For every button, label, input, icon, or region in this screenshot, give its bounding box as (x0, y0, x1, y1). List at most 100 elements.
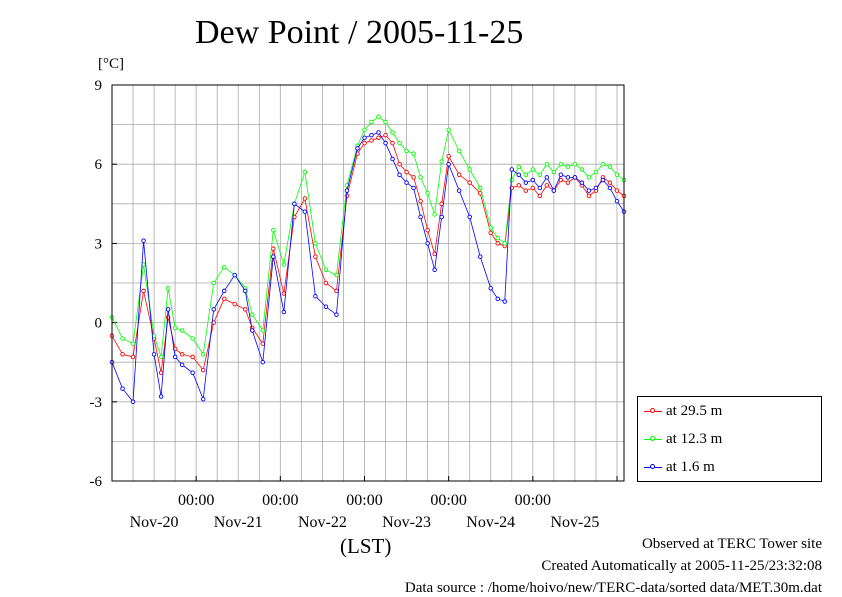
data-point (179, 362, 185, 368)
data-point (200, 367, 206, 373)
data-point (516, 164, 522, 170)
data-point (302, 196, 308, 201)
data-point (281, 262, 287, 267)
data-point (607, 180, 613, 185)
data-point (260, 328, 266, 333)
data-point (614, 188, 620, 193)
data-point (211, 280, 216, 286)
data-point (565, 164, 571, 170)
data-point (120, 336, 125, 341)
data-point (141, 288, 146, 294)
data-point (579, 167, 585, 172)
data-point (260, 341, 266, 346)
data-point (130, 354, 136, 360)
legend-item-12-3m: at 12.3 m (644, 429, 722, 449)
legend-item-1-6m: at 1.6 m (644, 457, 715, 477)
series-line-1 (111, 116, 625, 358)
data-point (488, 286, 493, 291)
data-point (334, 288, 339, 294)
data-point (516, 183, 522, 188)
data-point (593, 185, 599, 191)
data-point (558, 177, 564, 183)
data-point (302, 209, 308, 214)
data-point (551, 188, 557, 193)
data-point (418, 198, 423, 204)
data-point (456, 148, 462, 154)
data-point (439, 159, 444, 164)
data-point (432, 267, 437, 273)
x-tick-day-label: Nov-22 (298, 514, 347, 531)
data-point (425, 241, 430, 246)
data-point (467, 180, 472, 185)
data-point (544, 183, 550, 188)
data-point (179, 328, 185, 333)
data-point (502, 241, 508, 246)
data-point (523, 180, 529, 185)
data-point (411, 175, 416, 180)
data-point (537, 185, 543, 191)
x-tick-day-label: Nov-20 (130, 514, 179, 531)
y-tick-label: 6 (95, 157, 103, 173)
data-point (271, 246, 276, 251)
data-point (221, 264, 227, 270)
data-point (344, 188, 350, 193)
data-point (165, 307, 171, 312)
data-point (446, 154, 451, 159)
data-point (404, 169, 409, 175)
data-point (404, 180, 409, 185)
series-line-0 (111, 134, 625, 373)
data-point (323, 304, 329, 310)
data-point (446, 127, 451, 133)
data-point (530, 167, 536, 172)
data-point (190, 370, 195, 376)
data-point (565, 175, 571, 180)
data-point (418, 214, 423, 220)
data-point (313, 293, 318, 299)
y-tick-label: 3 (95, 236, 103, 252)
data-point (614, 172, 620, 178)
x-tick-time-label: 00:00 (430, 492, 466, 509)
data-point (376, 130, 381, 135)
data-point (614, 198, 620, 204)
data-point (586, 175, 592, 180)
data-point (495, 241, 501, 246)
data-point (151, 352, 157, 357)
data-point (243, 307, 248, 312)
data-point (158, 394, 164, 399)
data-point (397, 140, 402, 146)
series-line-2 (111, 132, 625, 403)
data-point (383, 132, 388, 138)
data-point (158, 370, 164, 376)
data-point (411, 151, 416, 156)
x-tick-time-label: 00:00 (515, 492, 551, 509)
x-tick-day-label: Nov-24 (466, 514, 515, 531)
data-point (565, 180, 571, 185)
data-point (313, 254, 318, 259)
legend-marker-icon (644, 406, 662, 416)
data-point (383, 119, 388, 125)
data-point (323, 267, 329, 273)
data-point (467, 167, 472, 172)
data-point (600, 161, 606, 167)
x-tick-day-label: Nov-21 (214, 514, 263, 531)
plot-frame (111, 84, 625, 482)
data-point (362, 135, 367, 141)
data-point (172, 325, 178, 331)
data-point (425, 190, 430, 196)
legend-marker-icon (644, 462, 662, 472)
data-point (383, 140, 388, 146)
data-point (232, 301, 237, 307)
data-point (523, 172, 529, 178)
data-point (362, 127, 367, 133)
data-point (488, 230, 493, 236)
data-point (369, 138, 374, 143)
data-point (323, 280, 329, 286)
legend-label: at 12.3 m (666, 430, 723, 447)
x-tick-day-label: Nov-23 (382, 514, 431, 531)
data-point (537, 172, 543, 178)
legend-label: at 29.5 m (666, 402, 723, 419)
data-point (302, 169, 308, 175)
legend-item-29-5m: at 29.5 m (644, 401, 722, 421)
data-point (200, 396, 206, 402)
